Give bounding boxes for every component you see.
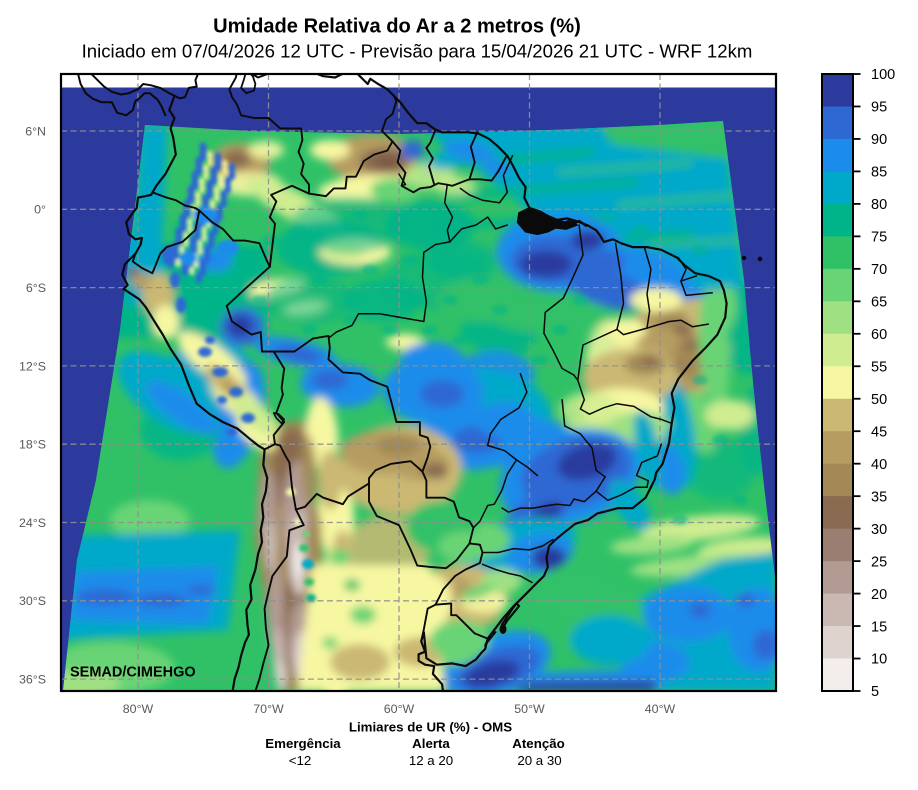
svg-text:40°W: 40°W bbox=[645, 702, 676, 716]
svg-text:25: 25 bbox=[871, 554, 887, 570]
svg-text:90: 90 bbox=[871, 132, 887, 148]
svg-text:60: 60 bbox=[871, 327, 887, 343]
svg-text:20 a 30: 20 a 30 bbox=[517, 753, 561, 768]
svg-text:85: 85 bbox=[871, 165, 887, 181]
svg-text:18°S: 18°S bbox=[19, 438, 46, 452]
svg-text:Emergência: Emergência bbox=[265, 736, 341, 751]
svg-text:55: 55 bbox=[871, 360, 887, 376]
svg-text:0°: 0° bbox=[34, 203, 46, 217]
svg-text:5: 5 bbox=[871, 684, 879, 700]
svg-text:95: 95 bbox=[871, 100, 887, 116]
svg-text:60°W: 60°W bbox=[384, 702, 415, 716]
svg-text:20: 20 bbox=[871, 587, 887, 603]
svg-text:50: 50 bbox=[871, 392, 887, 408]
svg-text:35: 35 bbox=[871, 489, 887, 505]
svg-text:45: 45 bbox=[871, 424, 887, 440]
svg-text:Limiares de UR (%) - OMS: Limiares de UR (%) - OMS bbox=[349, 720, 512, 735]
svg-text:24°S: 24°S bbox=[19, 516, 46, 530]
svg-text:SEMAD/CIMEHGO: SEMAD/CIMEHGO bbox=[70, 665, 196, 681]
svg-text:36°S: 36°S bbox=[19, 673, 46, 687]
svg-text:100: 100 bbox=[871, 67, 895, 83]
svg-text:70°W: 70°W bbox=[253, 702, 284, 716]
svg-text:75: 75 bbox=[871, 230, 887, 246]
svg-text:6°N: 6°N bbox=[25, 124, 46, 138]
svg-text:Alerta: Alerta bbox=[412, 736, 450, 751]
svg-text:80°W: 80°W bbox=[123, 702, 154, 716]
svg-text:30°S: 30°S bbox=[19, 594, 46, 608]
svg-text:65: 65 bbox=[871, 295, 887, 311]
svg-text:12°S: 12°S bbox=[19, 359, 46, 373]
svg-text:10: 10 bbox=[871, 652, 887, 668]
svg-text:<12: <12 bbox=[289, 753, 312, 768]
svg-text:15: 15 bbox=[871, 619, 887, 635]
svg-text:12 a 20: 12 a 20 bbox=[409, 753, 453, 768]
svg-text:40: 40 bbox=[871, 457, 887, 473]
svg-text:Umidade Relativa do Ar a 2 met: Umidade Relativa do Ar a 2 metros (%) bbox=[213, 16, 581, 38]
svg-text:Iniciado em 07/04/2026 12 UTC: Iniciado em 07/04/2026 12 UTC - Previsão… bbox=[82, 41, 753, 62]
svg-text:70: 70 bbox=[871, 262, 887, 278]
svg-text:Atenção: Atenção bbox=[512, 736, 564, 751]
svg-text:50°W: 50°W bbox=[514, 702, 545, 716]
svg-text:6°S: 6°S bbox=[26, 281, 46, 295]
svg-text:30: 30 bbox=[871, 522, 887, 538]
svg-text:80: 80 bbox=[871, 197, 887, 213]
